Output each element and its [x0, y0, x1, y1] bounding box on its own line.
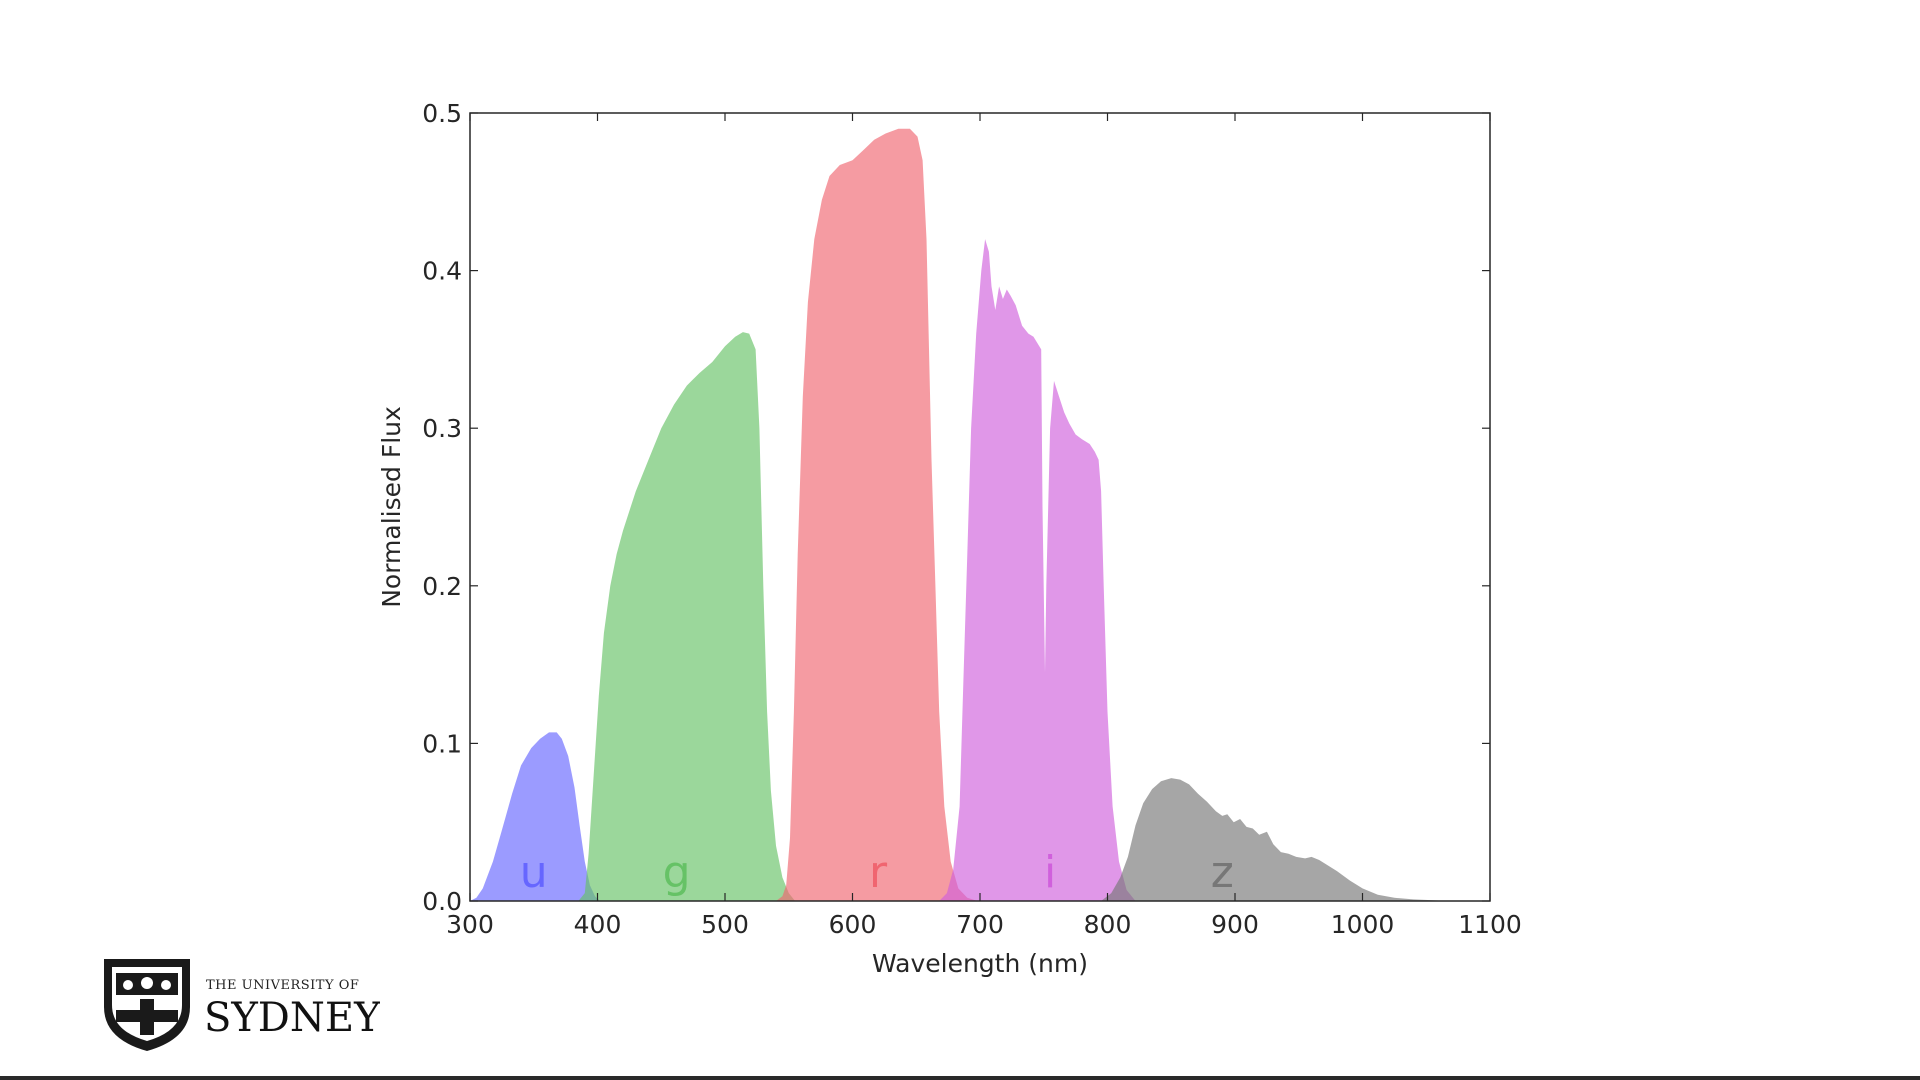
x-axis-title: Wavelength (nm): [872, 949, 1088, 978]
x-tick-label: 300: [446, 910, 494, 939]
y-tick-label: 0.3: [422, 414, 462, 443]
y-axis-title: Normalised Flux: [377, 406, 406, 608]
band-r-area: [776, 128, 978, 902]
bottom-bar: [0, 1076, 1920, 1080]
band-u-area: [470, 732, 601, 901]
band-i-area: [939, 239, 1136, 902]
crest-icon: [104, 959, 190, 1051]
band-g-label: g: [663, 847, 691, 898]
y-tick-label: 0.1: [422, 729, 462, 758]
university-logo: THE UNIVERSITY OF SYDNEY: [104, 959, 380, 1051]
x-axis-ticks: 300 400 500 600 700 800 900 1000 1100: [446, 113, 1522, 939]
x-tick-label: 500: [701, 910, 749, 939]
band-r-label: r: [869, 847, 888, 898]
x-tick-label: 600: [829, 910, 877, 939]
university-name-small: THE UNIVERSITY OF: [206, 978, 359, 993]
filter-bands: [470, 128, 1465, 902]
x-tick-label: 700: [956, 910, 1004, 939]
y-tick-label: 0.4: [422, 257, 462, 286]
band-z-area: [1101, 778, 1465, 901]
university-name: SYDNEY: [204, 995, 380, 1041]
x-tick-label: 800: [1084, 910, 1132, 939]
y-axis-ticks: 0.0 0.1 0.2 0.3 0.4 0.5: [422, 99, 1490, 916]
band-u-label: u: [520, 847, 548, 898]
y-tick-label: 0.0: [422, 887, 462, 916]
x-tick-label: 1100: [1458, 910, 1522, 939]
y-tick-label: 0.5: [422, 99, 462, 128]
band-g-area: [578, 332, 796, 902]
band-i-label: i: [1044, 847, 1056, 898]
y-tick-label: 0.2: [422, 572, 462, 601]
x-tick-label: 400: [574, 910, 622, 939]
x-tick-label: 1000: [1331, 910, 1395, 939]
band-z-label: z: [1211, 847, 1234, 898]
x-tick-label: 900: [1211, 910, 1259, 939]
